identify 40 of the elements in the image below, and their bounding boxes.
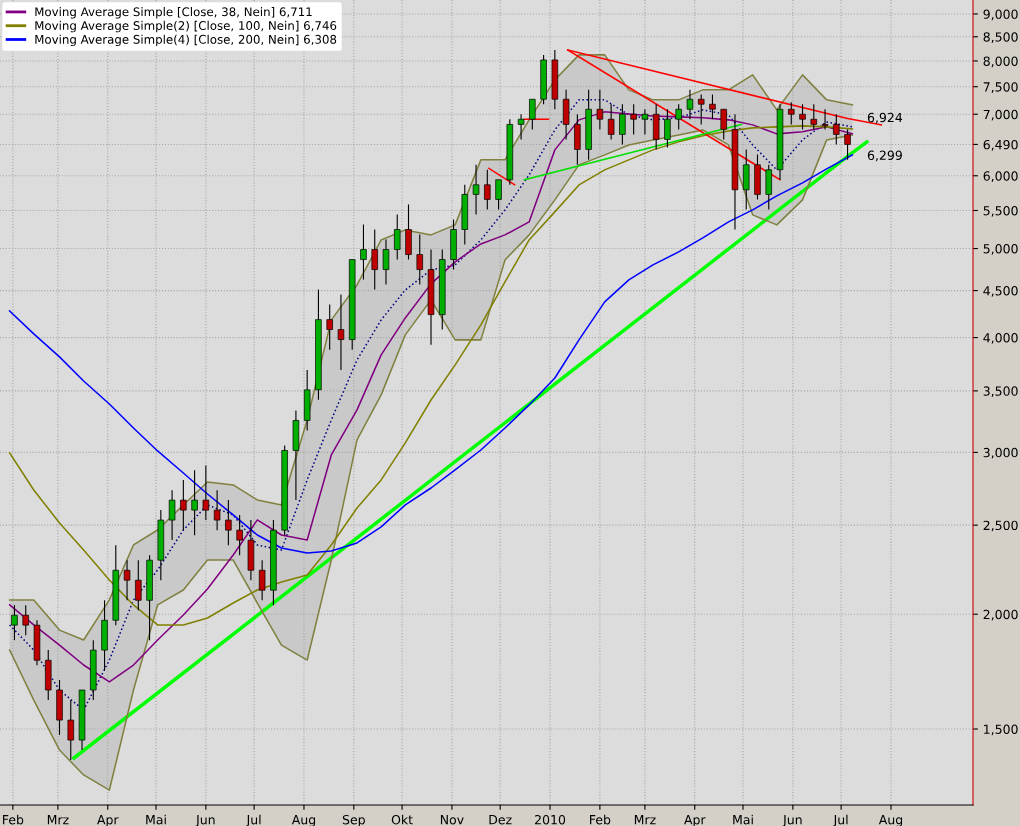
legend-label: Moving Average Simple(2) [Close, 100, Nein] 6,746 — [35, 20, 337, 33]
y-tick-label: 4,000 — [983, 333, 1018, 344]
y-tick-label: 9,000 — [983, 9, 1018, 21]
x-tick-label: 2010 — [535, 814, 566, 825]
y-tick-label: 5,000 — [983, 244, 1018, 255]
legend-label: Moving Average Simple(4) [Close, 200, Nein] 6,308 — [35, 34, 337, 47]
legend-label: Moving Average Simple [Close, 38, Nein] 6,711 — [35, 7, 312, 19]
x-tick-label: Jul — [832, 814, 848, 826]
y-tick-label: 2,500 — [983, 520, 1018, 532]
x-tick-label: Apr — [97, 815, 119, 826]
y-tick-label: 3,500 — [983, 386, 1018, 398]
x-tick-label: Jul — [245, 814, 261, 826]
x-tick-label: Mrz — [47, 815, 69, 825]
x-tick-label: Nov — [440, 815, 464, 825]
annotation: 6,299 — [867, 150, 902, 162]
y-tick-label: 4,500 — [983, 286, 1018, 297]
y-tick-label: 7,000 — [983, 109, 1018, 121]
y-tick-label: 1,500 — [984, 724, 1018, 736]
x-tick-label: Mai — [733, 814, 753, 825]
x-tick-label: Dez — [489, 815, 512, 825]
x-tick-label: Mrz — [634, 815, 656, 825]
y-tick-label: 8,000 — [983, 56, 1018, 68]
x-tick-label: Apr — [684, 815, 706, 826]
x-tick-label: Mai — [146, 814, 166, 825]
y-tick-label: 8,500 — [983, 32, 1018, 43]
x-tick-label: Jun — [782, 815, 802, 826]
y-tick-label: 6,000 — [983, 171, 1018, 182]
x-tick-label: Aug — [878, 815, 903, 826]
x-tick-label: Jun — [195, 815, 215, 826]
annotation: 6,924 — [867, 112, 903, 124]
x-tick-label: Sep — [342, 814, 365, 826]
x-tick-label: Feb — [3, 814, 24, 825]
x-tick-label: Okt — [391, 814, 413, 825]
y-tick-label: 3,000 — [983, 447, 1018, 459]
x-tick-label: Aug — [291, 815, 316, 826]
y-tick-label: 7,500 — [983, 82, 1018, 93]
x-tick-label: Feb — [590, 814, 611, 825]
y-tick-label: 5,500 — [983, 205, 1018, 217]
y-tick-label: 2,000 — [983, 609, 1018, 621]
y-tick-label: 6,490 — [983, 139, 1018, 151]
